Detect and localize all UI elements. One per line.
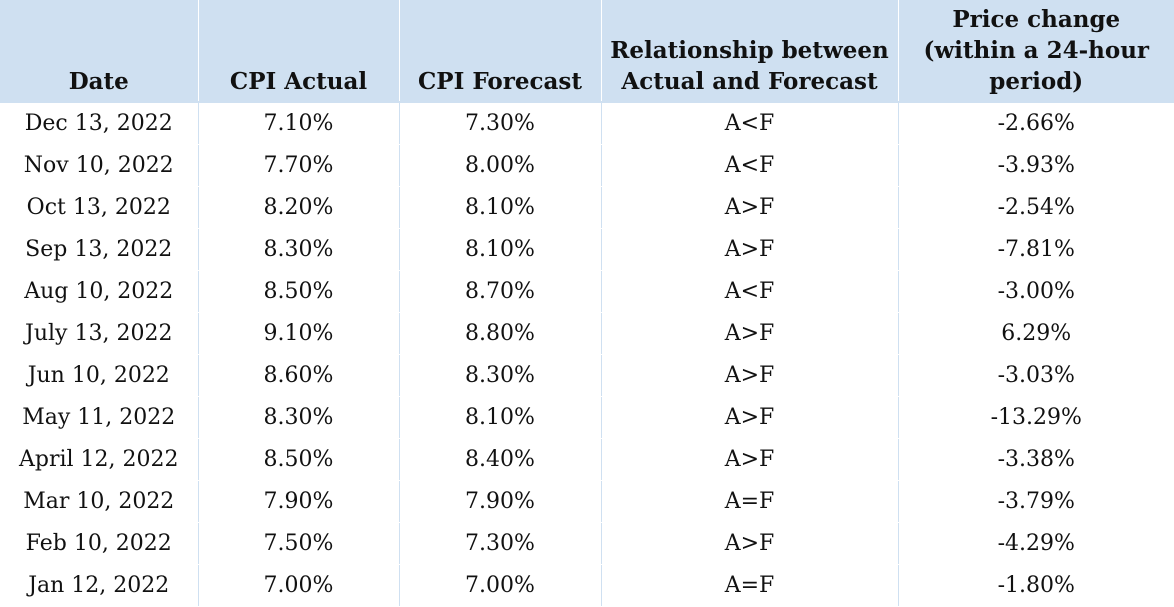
- cell-price-change: 6.29%: [898, 312, 1174, 355]
- table-row: Jun 10, 2022 8.60% 8.30% A>F -3.03%: [0, 354, 1174, 397]
- cell-cpi-actual: 7.10%: [198, 101, 400, 145]
- table-row: July 13, 2022 9.10% 8.80% A>F 6.29%: [0, 312, 1174, 355]
- cell-relationship: A=F: [601, 480, 899, 523]
- table-row: April 12, 2022 8.50% 8.40% A>F -3.38%: [0, 438, 1174, 481]
- cell-date: April 12, 2022: [0, 438, 199, 481]
- table-row: Sep 13, 2022 8.30% 8.10% A>F -7.81%: [0, 228, 1174, 271]
- cell-relationship: A>F: [601, 396, 899, 439]
- cell-cpi-actual: 8.50%: [198, 438, 400, 481]
- cell-cpi-actual: 8.60%: [198, 354, 400, 397]
- cell-price-change: -3.93%: [898, 144, 1174, 187]
- cell-date: Mar 10, 2022: [0, 480, 199, 523]
- cell-relationship: A>F: [601, 354, 899, 397]
- cell-price-change: -1.80%: [898, 564, 1174, 607]
- cell-cpi-forecast: 8.00%: [399, 144, 602, 187]
- cell-price-change: -7.81%: [898, 228, 1174, 271]
- cell-cpi-actual: 8.30%: [198, 396, 400, 439]
- header-row: Date CPI Actual CPI Forecast Relationshi…: [0, 0, 1174, 102]
- cell-date: May 11, 2022: [0, 396, 199, 439]
- cell-relationship: A>F: [601, 522, 899, 565]
- cell-relationship: A<F: [601, 101, 899, 145]
- cell-cpi-forecast: 8.10%: [399, 186, 602, 229]
- cell-price-change: -3.79%: [898, 480, 1174, 523]
- cell-cpi-forecast: 8.40%: [399, 438, 602, 481]
- cell-relationship: A>F: [601, 228, 899, 271]
- cell-cpi-actual: 8.30%: [198, 228, 400, 271]
- cell-cpi-actual: 7.90%: [198, 480, 400, 523]
- cell-cpi-forecast: 8.10%: [399, 228, 602, 271]
- cell-date: Sep 13, 2022: [0, 228, 199, 271]
- cell-price-change: -2.66%: [898, 101, 1174, 145]
- cell-cpi-actual: 8.20%: [198, 186, 400, 229]
- cell-price-change: -3.38%: [898, 438, 1174, 481]
- cell-cpi-forecast: 8.80%: [399, 312, 602, 355]
- cell-date: Jun 10, 2022: [0, 354, 199, 397]
- cell-cpi-forecast: 7.30%: [399, 522, 602, 565]
- cell-date: Feb 10, 2022: [0, 522, 199, 565]
- cell-price-change: -3.03%: [898, 354, 1174, 397]
- cell-relationship: A<F: [601, 270, 899, 313]
- cell-relationship: A=F: [601, 564, 899, 607]
- cell-price-change: -2.54%: [898, 186, 1174, 229]
- table-row: Dec 13, 2022 7.10% 7.30% A<F -2.66%: [0, 101, 1174, 145]
- cell-cpi-forecast: 7.90%: [399, 480, 602, 523]
- header-price-change: Price change (within a 24-hour period): [898, 0, 1174, 102]
- cell-cpi-forecast: 8.10%: [399, 396, 602, 439]
- header-date: Date: [0, 0, 199, 102]
- cell-price-change: -4.29%: [898, 522, 1174, 565]
- cell-cpi-forecast: 8.30%: [399, 354, 602, 397]
- cell-cpi-forecast: 7.00%: [399, 564, 602, 607]
- cell-date: July 13, 2022: [0, 312, 199, 355]
- table-body: Dec 13, 2022 7.10% 7.30% A<F -2.66% Nov 10, 2…: [0, 101, 1174, 607]
- cell-cpi-actual: 7.50%: [198, 522, 400, 565]
- cell-price-change: -3.00%: [898, 270, 1174, 313]
- table-row: Nov 10, 2022 7.70% 8.00% A<F -3.93%: [0, 144, 1174, 187]
- cell-relationship: A>F: [601, 186, 899, 229]
- table-row: Feb 10, 2022 7.50% 7.30% A>F -4.29%: [0, 522, 1174, 565]
- cell-cpi-actual: 7.00%: [198, 564, 400, 607]
- cell-date: Jan 12, 2022: [0, 564, 199, 607]
- table-row: Mar 10, 2022 7.90% 7.90% A=F -3.79%: [0, 480, 1174, 523]
- table-header: Date CPI Actual CPI Forecast Relationshi…: [0, 0, 1174, 102]
- cell-date: Dec 13, 2022: [0, 101, 199, 145]
- cell-cpi-actual: 7.70%: [198, 144, 400, 187]
- table-row: May 11, 2022 8.30% 8.10% A>F -13.29%: [0, 396, 1174, 439]
- table-row: Oct 13, 2022 8.20% 8.10% A>F -2.54%: [0, 186, 1174, 229]
- cell-date: Nov 10, 2022: [0, 144, 199, 187]
- cell-relationship: A>F: [601, 438, 899, 481]
- cell-date: Aug 10, 2022: [0, 270, 199, 313]
- cell-cpi-forecast: 8.70%: [399, 270, 602, 313]
- header-cpi-actual: CPI Actual: [198, 0, 400, 102]
- table-row: Aug 10, 2022 8.50% 8.70% A<F -3.00%: [0, 270, 1174, 313]
- cell-cpi-actual: 9.10%: [198, 312, 400, 355]
- cell-cpi-forecast: 7.30%: [399, 101, 602, 145]
- table-row: Jan 12, 2022 7.00% 7.00% A=F -1.80%: [0, 564, 1174, 607]
- cell-relationship: A<F: [601, 144, 899, 187]
- header-relationship: Relationship between Actual and Forecast: [601, 0, 899, 102]
- cell-relationship: A>F: [601, 312, 899, 355]
- cell-price-change: -13.29%: [898, 396, 1174, 439]
- cell-date: Oct 13, 2022: [0, 186, 199, 229]
- cell-cpi-actual: 8.50%: [198, 270, 400, 313]
- header-cpi-forecast: CPI Forecast: [399, 0, 602, 102]
